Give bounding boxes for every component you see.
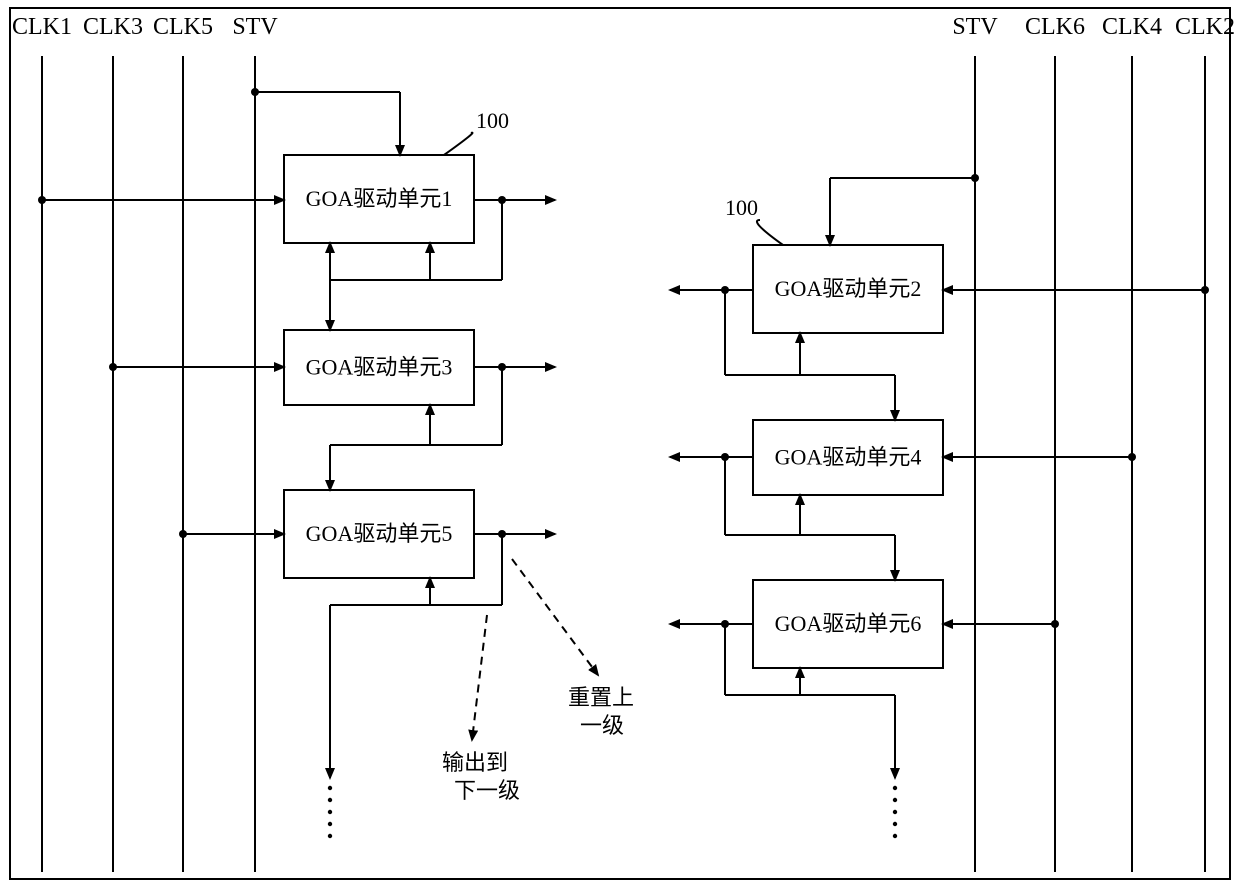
dashed-output-next: [472, 615, 487, 740]
note-reset-prev: 重置上: [568, 685, 634, 710]
header-clk2-right: CLK2: [1175, 14, 1235, 40]
outer-frame: [10, 8, 1230, 879]
goa-unit-u4-label: GOA驱动单元4: [775, 445, 922, 470]
note-reset-prev-2: 一级: [580, 713, 624, 738]
header-stv-right: STV: [952, 14, 998, 40]
goa-unit-u6-label: GOA驱动单元6: [775, 611, 922, 636]
goa-unit-u5-label: GOA驱动单元5: [306, 521, 453, 546]
header-clk3-left: CLK3: [83, 14, 143, 40]
header-clk1-left: CLK1: [12, 14, 72, 40]
goa-unit-u1-label: GOA驱动单元1: [306, 186, 453, 211]
goa-unit-u2-label: GOA驱动单元2: [775, 276, 922, 301]
note-output-next-2: 下一级: [454, 778, 520, 803]
header-clk5-left: CLK5: [153, 14, 213, 40]
header-stv-left: STV: [232, 14, 278, 40]
note-output-next: 输出到: [442, 750, 508, 775]
goa-unit-u3-label: GOA驱动单元3: [306, 355, 453, 380]
ref-100-right: 100: [725, 195, 758, 220]
leader-100-right: [757, 220, 783, 245]
leader-100-left: [444, 133, 472, 155]
ref-100-left: 100: [476, 108, 509, 133]
header-clk4-right: CLK4: [1102, 14, 1162, 40]
diagram-canvas: CLK1 CLK3 CLK5 STV STV CLK6 CLK4 CLK2 GOA驱动单元1 GO…: [0, 0, 1240, 887]
header-clk6-right: CLK6: [1025, 14, 1085, 40]
dashed-reset-prev: [512, 559, 598, 675]
